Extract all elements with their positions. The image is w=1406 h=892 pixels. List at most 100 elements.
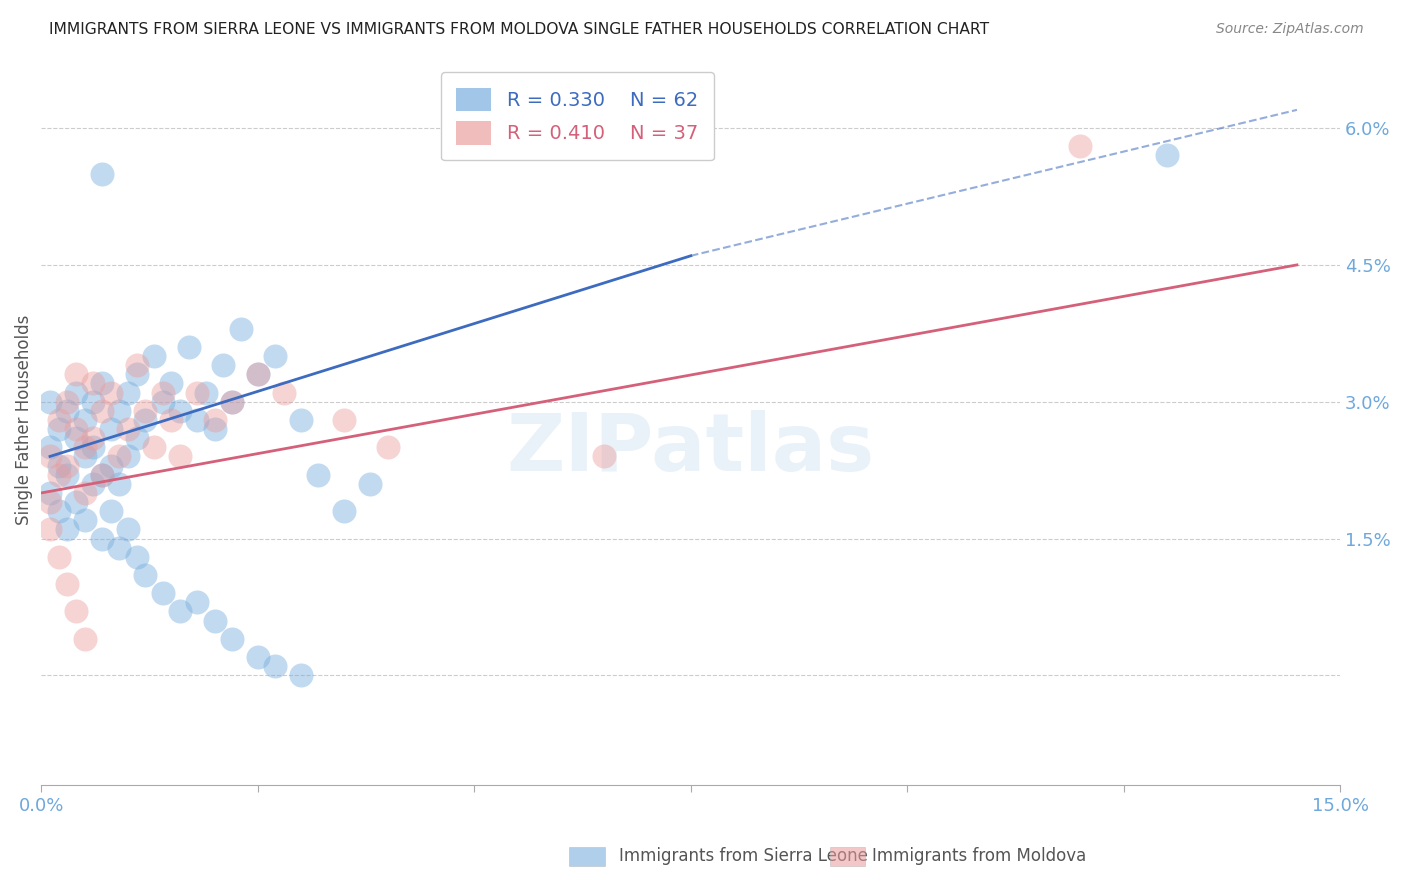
Point	[82, 440, 104, 454]
Point	[246, 650, 269, 665]
Point	[82, 476, 104, 491]
Point	[100, 422, 122, 436]
Point	[39, 394, 62, 409]
Point	[82, 394, 104, 409]
Point	[229, 322, 252, 336]
Point	[204, 614, 226, 628]
Y-axis label: Single Father Households: Single Father Households	[15, 315, 32, 525]
Point	[65, 431, 87, 445]
Point	[186, 595, 208, 609]
Point	[1156, 148, 1178, 162]
Point	[1069, 139, 1091, 153]
Point	[117, 422, 139, 436]
Point	[221, 632, 243, 646]
Text: Immigrants from Moldova: Immigrants from Moldova	[872, 847, 1085, 865]
Point	[186, 385, 208, 400]
Point	[91, 376, 114, 391]
Point	[125, 358, 148, 372]
Point	[212, 358, 235, 372]
Point	[142, 349, 165, 363]
Point	[194, 385, 217, 400]
Point	[48, 422, 70, 436]
Point	[82, 376, 104, 391]
Point	[39, 522, 62, 536]
Point	[108, 404, 131, 418]
Point	[169, 605, 191, 619]
Point	[333, 504, 356, 518]
Point	[65, 385, 87, 400]
Point	[39, 495, 62, 509]
Point	[125, 431, 148, 445]
Text: ZIPatlas: ZIPatlas	[506, 410, 875, 488]
Point	[82, 431, 104, 445]
Point	[333, 413, 356, 427]
Point	[152, 586, 174, 600]
Point	[65, 422, 87, 436]
Point	[593, 450, 616, 464]
Point	[91, 467, 114, 482]
Point	[56, 394, 79, 409]
Point	[91, 404, 114, 418]
Point	[48, 413, 70, 427]
Point	[160, 413, 183, 427]
Point	[377, 440, 399, 454]
Point	[160, 376, 183, 391]
Point	[186, 413, 208, 427]
Point	[264, 349, 287, 363]
Point	[56, 458, 79, 473]
Text: IMMIGRANTS FROM SIERRA LEONE VS IMMIGRANTS FROM MOLDOVA SINGLE FATHER HOUSEHOLDS: IMMIGRANTS FROM SIERRA LEONE VS IMMIGRAN…	[49, 22, 990, 37]
Point	[307, 467, 329, 482]
Point	[48, 504, 70, 518]
Point	[73, 450, 96, 464]
Point	[39, 486, 62, 500]
Point	[73, 632, 96, 646]
Legend: R = 0.330    N = 62, R = 0.410    N = 37: R = 0.330 N = 62, R = 0.410 N = 37	[440, 72, 714, 161]
Point	[117, 522, 139, 536]
Point	[264, 659, 287, 673]
Point	[152, 394, 174, 409]
Point	[91, 167, 114, 181]
Point	[39, 450, 62, 464]
Point	[56, 404, 79, 418]
Point	[125, 368, 148, 382]
Point	[108, 476, 131, 491]
Point	[134, 413, 156, 427]
Point	[108, 450, 131, 464]
Point	[204, 422, 226, 436]
Point	[169, 450, 191, 464]
Point	[73, 513, 96, 527]
Point	[125, 549, 148, 564]
Point	[221, 394, 243, 409]
Point	[117, 385, 139, 400]
Point	[108, 541, 131, 555]
Point	[48, 467, 70, 482]
Point	[204, 413, 226, 427]
Point	[142, 440, 165, 454]
Point	[73, 440, 96, 454]
Point	[177, 340, 200, 354]
Point	[117, 450, 139, 464]
Point	[65, 495, 87, 509]
Point	[91, 467, 114, 482]
Point	[246, 368, 269, 382]
Point	[134, 568, 156, 582]
Point	[100, 458, 122, 473]
Point	[48, 458, 70, 473]
Point	[359, 476, 381, 491]
Text: Source: ZipAtlas.com: Source: ZipAtlas.com	[1216, 22, 1364, 37]
Point	[73, 413, 96, 427]
Point	[65, 605, 87, 619]
Point	[56, 467, 79, 482]
Point	[246, 368, 269, 382]
Point	[100, 504, 122, 518]
Point	[65, 368, 87, 382]
Point	[134, 404, 156, 418]
Point	[48, 549, 70, 564]
Point	[39, 440, 62, 454]
Point	[273, 385, 295, 400]
Point	[290, 668, 312, 682]
Point	[221, 394, 243, 409]
Point	[100, 385, 122, 400]
Text: Immigrants from Sierra Leone: Immigrants from Sierra Leone	[619, 847, 868, 865]
Point	[91, 532, 114, 546]
